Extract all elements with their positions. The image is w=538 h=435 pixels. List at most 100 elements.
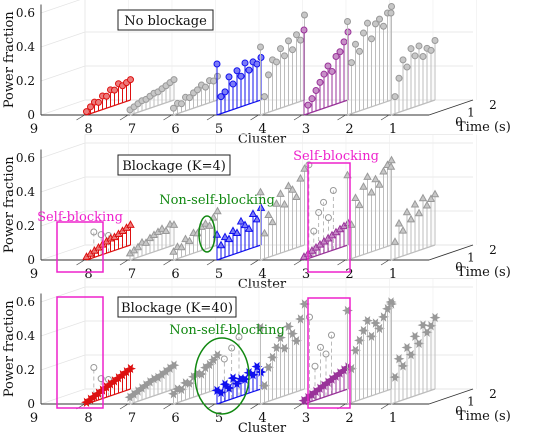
data-point: [430, 189, 440, 198]
data-point: [228, 226, 238, 234]
x-tick-mark: [206, 114, 216, 121]
data-point: [281, 52, 288, 60]
data-point: [421, 327, 433, 337]
x-tick-label: 2: [345, 411, 353, 426]
y-tick-label: 0.2: [16, 219, 35, 233]
data-point: [126, 220, 135, 228]
cluster-row-baseline: [173, 388, 218, 405]
data-point: [252, 214, 262, 223]
data-point: [125, 363, 136, 374]
cluster-row-baseline: [86, 99, 131, 116]
z-tick-label: 1: [467, 251, 475, 265]
x-tick-label: 4: [258, 411, 266, 426]
cluster-row-baseline: [129, 99, 175, 116]
grid-line: [40, 388, 473, 405]
x-tick-label: 7: [128, 122, 136, 137]
legend-label: Blockage (K=4): [122, 159, 226, 174]
data-point: [391, 93, 399, 101]
data-point: [332, 52, 340, 60]
x-tick-mark: [163, 259, 172, 266]
data-point: [304, 101, 312, 109]
data-point: [95, 98, 102, 106]
data-point: [265, 71, 272, 79]
data-point: [275, 332, 286, 343]
series-cluster-5: [212, 203, 266, 261]
data-point: [170, 76, 178, 84]
data-point: [358, 325, 369, 336]
grid-line: [40, 0, 81, 14]
data-point: [308, 95, 316, 103]
data-point: [386, 162, 396, 170]
data-point: [220, 232, 230, 241]
x-tick-label: 4: [258, 267, 266, 282]
data-point: [360, 29, 367, 37]
series-cluster-1: [387, 9, 439, 116]
x-tick-mark: [163, 403, 172, 410]
y-tick-label: 0.4: [16, 40, 35, 54]
data-point: [259, 380, 270, 391]
ghost-point: [220, 355, 228, 363]
data-point: [236, 216, 246, 225]
z-axis-line: [428, 99, 474, 116]
data-point: [237, 72, 245, 80]
data-point: [288, 185, 297, 193]
data-point: [355, 200, 364, 209]
data-point: [202, 83, 209, 91]
x-tick-label: 8: [84, 267, 92, 282]
data-point: [425, 321, 437, 331]
data-point: [177, 242, 186, 251]
data-point: [127, 76, 134, 84]
x-tick-label: 1: [389, 267, 397, 282]
x-tick-mark: [250, 259, 259, 266]
data-point: [422, 200, 432, 209]
cluster-row-baseline: [260, 388, 305, 405]
data-point: [169, 220, 179, 228]
cluster-row-baseline: [173, 99, 218, 116]
data-point: [328, 67, 336, 75]
ghost-point: [235, 333, 243, 341]
data-point: [263, 362, 274, 372]
data-point: [289, 46, 296, 54]
data-point: [221, 88, 229, 96]
x-tick-label: 9: [30, 267, 38, 282]
series-cluster-3: [300, 26, 352, 116]
y-tick-label: 0.6: [16, 151, 35, 165]
data-point: [363, 172, 372, 180]
data-point: [224, 234, 234, 243]
data-point: [388, 3, 395, 10]
data-point: [406, 214, 416, 223]
data-point: [186, 94, 193, 102]
ghost-point: [305, 161, 313, 169]
data-point: [233, 67, 241, 75]
z-tick-label: 0: [455, 115, 463, 129]
ghost-point: [317, 343, 324, 351]
data-point: [352, 40, 359, 48]
x-tick-mark: [337, 259, 346, 266]
x-tick-label: 9: [30, 122, 38, 137]
self-blocking-label: Self-blocking: [293, 149, 379, 164]
series-cluster-4: [255, 299, 310, 405]
ghost-point: [320, 198, 328, 206]
data-point: [417, 320, 429, 330]
data-point: [340, 38, 348, 46]
data-point: [320, 70, 328, 78]
data-point: [390, 237, 400, 245]
self-blocking-box-cluster-8: [56, 221, 104, 273]
non-self-blocking-ellipse: [198, 215, 216, 253]
data-point: [229, 80, 237, 88]
ghost-point: [311, 362, 319, 370]
x-tick-label: 5: [215, 411, 223, 426]
data-point: [300, 164, 309, 172]
data-point: [272, 199, 281, 207]
data-point: [240, 220, 250, 229]
series-cluster-1: [386, 162, 440, 261]
x-axis-label: Cluster: [238, 277, 287, 292]
data-point: [225, 73, 233, 81]
z-axis-label: Time (s): [457, 120, 511, 135]
z-tick-label: 1: [467, 395, 475, 409]
data-point: [431, 37, 439, 44]
series-cluster-8: [82, 220, 135, 261]
data-point: [232, 228, 242, 237]
data-point: [215, 387, 227, 398]
x-tick-mark: [337, 114, 346, 121]
